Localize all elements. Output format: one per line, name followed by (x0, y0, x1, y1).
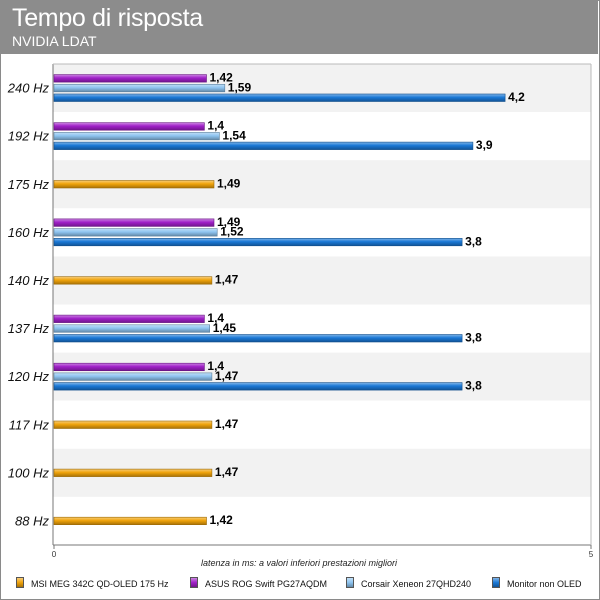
value-label: 1,42 (210, 71, 234, 85)
bar (53, 334, 463, 343)
bar (53, 372, 213, 381)
category-label: 160 Hz (8, 225, 50, 240)
legend-label-non-oled: Monitor non OLED (507, 579, 582, 589)
value-label: 1,54 (222, 128, 246, 142)
legend-item-msi: MSI MEG 342C QD-OLED 175 Hz (16, 577, 169, 589)
bar (53, 74, 207, 83)
value-label: 1,59 (228, 80, 252, 94)
x-tick-label: 5 (589, 550, 594, 559)
value-label: 1,47 (215, 417, 239, 431)
category-label: 137 Hz (8, 321, 50, 336)
value-label: 1,4 (207, 359, 224, 373)
bar (53, 228, 218, 237)
legend-swatch-asus (190, 577, 198, 588)
bar (53, 276, 213, 285)
value-label: 1,45 (213, 321, 237, 335)
value-label: 1,47 (215, 465, 239, 479)
legend-item-corsair: Corsair Xeneon 27QHD240 (346, 577, 471, 589)
bar (53, 122, 205, 131)
bar (53, 382, 463, 391)
legend-swatch-corsair (346, 577, 354, 588)
legend-swatch-non-oled (492, 577, 500, 588)
bar (53, 324, 210, 333)
category-label: 192 Hz (8, 129, 50, 144)
bar (53, 314, 205, 323)
bar (53, 420, 213, 429)
chart-header: Tempo di risposta NVIDIA LDAT (0, 0, 598, 54)
category-label: 120 Hz (8, 369, 50, 384)
bar (53, 141, 474, 150)
legend-item-asus: ASUS ROG Swift PG27AQDM (190, 577, 327, 589)
category-label: 240 Hz (7, 81, 50, 96)
chart-legend: MSI MEG 342C QD-OLED 175 Hz ASUS ROG Swi… (16, 577, 596, 591)
value-label: 3,8 (465, 331, 482, 345)
chart-plot: 0 5 240 Hz 192 Hz 175 Hz 160 Hz 140 Hz 137 Hz 12… (7, 63, 594, 559)
category-label: 117 Hz (9, 417, 50, 432)
value-label: 1,47 (215, 369, 239, 383)
category-label: 140 Hz (8, 273, 50, 288)
legend-label-msi: MSI MEG 342C QD-OLED 175 Hz (31, 579, 169, 589)
value-label: 1,4 (207, 119, 224, 133)
bar (53, 218, 215, 227)
bar (53, 180, 215, 189)
chart-subtitle: NVIDIA LDAT (12, 33, 97, 49)
category-label: 175 Hz (8, 177, 50, 192)
bar (53, 238, 463, 247)
value-label: 3,8 (465, 379, 482, 393)
x-axis-label: latenza in ms: a valori inferiori presta… (200, 558, 398, 568)
value-label: 3,8 (465, 234, 482, 248)
value-label: 1,49 (217, 177, 241, 191)
legend-item-non-oled: Monitor non OLED (492, 577, 582, 589)
value-label: 1,42 (210, 513, 234, 527)
value-label: 1,47 (215, 273, 239, 287)
legend-swatch-msi (16, 577, 24, 588)
legend-label-corsair: Corsair Xeneon 27QHD240 (361, 579, 472, 589)
bar (53, 84, 226, 93)
bar (53, 516, 207, 526)
category-label: 100 Hz (8, 465, 50, 480)
legend-label-asus: ASUS ROG Swift PG27AQDM (205, 579, 328, 589)
bar (53, 132, 220, 141)
bar (53, 93, 506, 102)
x-tick-label: 0 (52, 550, 57, 559)
value-label: 3,9 (476, 138, 493, 152)
value-label: 4,2 (508, 90, 525, 104)
value-label: 1,52 (220, 225, 244, 239)
value-label: 1,4 (207, 311, 224, 325)
bar (53, 362, 205, 372)
chart-title: Tempo di risposta (12, 4, 203, 32)
bar (53, 468, 213, 477)
category-label: 88 Hz (15, 513, 49, 528)
value-label: 1,49 (217, 215, 241, 229)
